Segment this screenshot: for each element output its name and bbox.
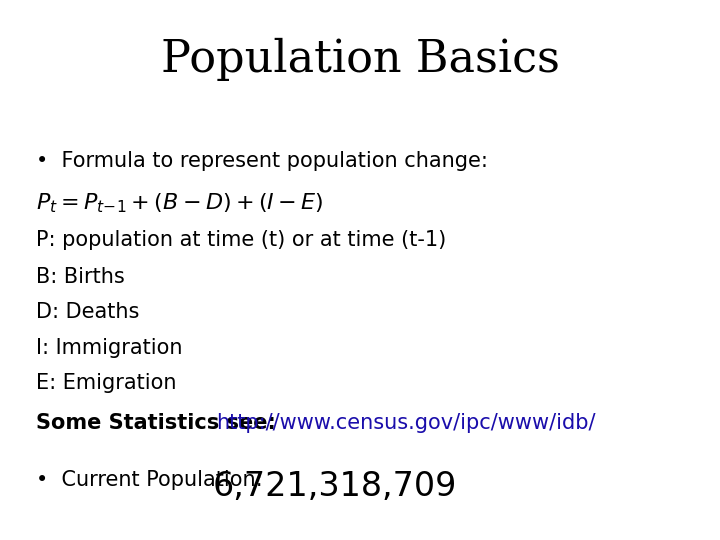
Text: •  Formula to represent population change:: • Formula to represent population change… bbox=[36, 151, 488, 171]
Text: B: Births: B: Births bbox=[36, 267, 125, 287]
Text: 6,721,318,709: 6,721,318,709 bbox=[212, 470, 456, 503]
Text: Some Statistics see:: Some Statistics see: bbox=[36, 413, 290, 433]
Text: E: Emigration: E: Emigration bbox=[36, 373, 176, 393]
Text: D: Deaths: D: Deaths bbox=[36, 302, 140, 322]
Text: I: Immigration: I: Immigration bbox=[36, 338, 182, 357]
Text: $\mathit{P}_t = \mathit{P}_{t\mathrm{-}1} + (\mathit{B} - \mathit{D}) + (\mathit: $\mathit{P}_t = \mathit{P}_{t\mathrm{-}1… bbox=[36, 192, 323, 215]
Text: P: population at time (t) or at time (t-1): P: population at time (t) or at time (t-… bbox=[36, 230, 446, 249]
Text: •  Current Population:: • Current Population: bbox=[36, 470, 269, 490]
Text: http://www.census.gov/ipc/www/idb/: http://www.census.gov/ipc/www/idb/ bbox=[217, 413, 596, 433]
Text: Population Basics: Population Basics bbox=[161, 38, 559, 81]
